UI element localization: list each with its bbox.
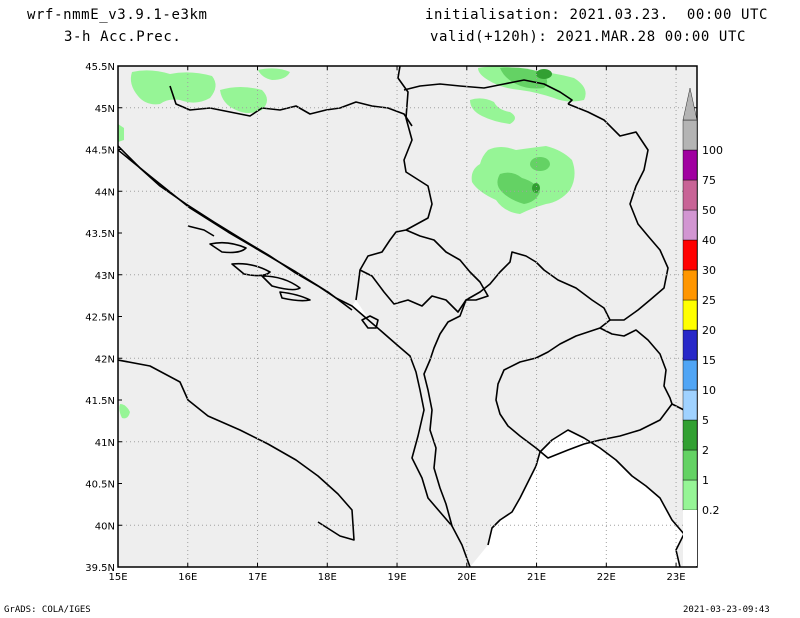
color-bar-bin <box>682 479 698 511</box>
footer-timestamp: 2021-03-23-09:43 <box>683 605 770 615</box>
lat-label: 44N <box>95 187 115 198</box>
color-bar-below <box>683 510 697 566</box>
lat-labels: 45.5N 45N 44.5N 44N 43.5N 43N 42.5N 42N 41.5N 41N… <box>85 62 115 574</box>
lon-label: 22E <box>597 572 616 583</box>
color-bar-bin <box>682 209 698 241</box>
color-bar-bin <box>682 239 698 271</box>
color-bar-label: 50 <box>702 204 716 217</box>
color-bar-label: 10 <box>702 384 716 397</box>
lat-label: 45N <box>95 104 115 115</box>
color-bar-label: 40 <box>702 234 716 247</box>
color-bar-label: 30 <box>702 264 716 277</box>
color-bar-bin <box>682 419 698 451</box>
lat-label: 43.5N <box>85 229 115 240</box>
color-bar-label: 15 <box>702 354 716 367</box>
color-bar-bin <box>682 359 698 391</box>
lat-label: 40N <box>95 521 115 532</box>
color-bar-bin <box>682 389 698 421</box>
valid-time: valid(+120h): 2021.MAR.28 00:00 UTC <box>430 29 747 45</box>
color-bar-bin <box>682 119 698 151</box>
color-bar-bin <box>682 449 698 481</box>
lat-label: 43N <box>95 271 115 282</box>
lat-label: 42N <box>95 354 115 365</box>
precip-areas <box>118 66 586 419</box>
footer-credit: GrADS: COLA/IGES <box>4 605 91 615</box>
lat-label: 42.5N <box>85 313 115 324</box>
lon-label: 19E <box>388 572 407 583</box>
color-bar-label: 100 <box>702 144 723 157</box>
lat-label: 41N <box>95 438 115 449</box>
lon-label: 20E <box>457 572 476 583</box>
lat-label: 39.5N <box>85 563 115 574</box>
init-time: initialisation: 2021.03.23. 00:00 UTC <box>425 7 769 23</box>
lon-label: 17E <box>248 572 267 583</box>
lon-label: 15E <box>108 572 127 583</box>
lon-label: 16E <box>178 572 197 583</box>
lat-label: 41.5N <box>85 396 115 407</box>
lon-labels: 15E 16E 17E 18E 19E 20E 21E 22E 23E <box>108 572 685 583</box>
color-bar-bin <box>682 299 698 331</box>
frame-ticks <box>117 65 697 568</box>
lon-label: 18E <box>318 572 337 583</box>
lat-label: 40.5N <box>85 480 115 491</box>
color-bar-label: 20 <box>702 324 716 337</box>
model-title: wrf-nmmE_v3.9.1-e3km <box>27 7 208 23</box>
color-bar-label: 5 <box>702 414 709 427</box>
land-areas <box>118 66 697 567</box>
color-bar-bin <box>682 179 698 211</box>
color-bar-bin <box>682 269 698 301</box>
color-bar-label: 1 <box>702 474 709 487</box>
color-bar-top-arrow <box>682 87 698 121</box>
color-bar-label: 25 <box>702 294 716 307</box>
lon-label: 21E <box>527 572 546 583</box>
color-bar-label: 2 <box>702 444 709 457</box>
lat-label: 44.5N <box>85 146 115 157</box>
color-bar-bin <box>682 329 698 361</box>
lon-label: 23E <box>667 572 686 583</box>
color-bar-bin <box>682 149 698 181</box>
color-bar-label: 75 <box>702 174 716 187</box>
product-title: 3-h Acc.Prec. <box>64 29 182 45</box>
color-bar-label: 0.2 <box>702 504 720 517</box>
grid-lines <box>118 66 697 567</box>
lat-label: 45.5N <box>85 62 115 73</box>
boundaries <box>118 66 697 567</box>
